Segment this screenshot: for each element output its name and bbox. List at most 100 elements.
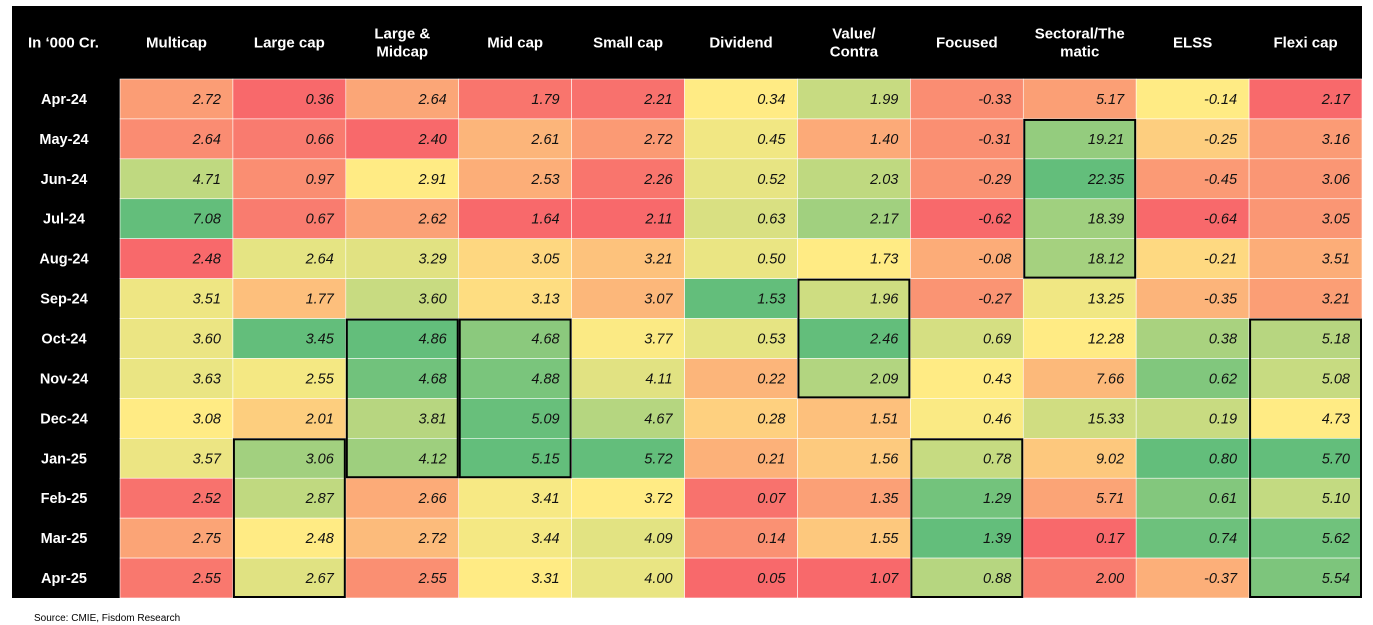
cell-8-2 [345, 398, 460, 439]
cell-value-1-5: 0.45 [757, 132, 786, 148]
cell-value-8-4: 4.67 [644, 411, 673, 427]
cell-4-0 [119, 238, 234, 279]
cell-value-6-6: 2.46 [869, 332, 899, 348]
cell-value-5-7: -0.27 [978, 292, 1012, 308]
cell-6-10 [1248, 318, 1362, 359]
cell-value-1-10: 3.16 [1322, 132, 1351, 148]
cell-value-3-0: 7.08 [193, 212, 221, 228]
cell-value-11-0: 2.75 [192, 531, 222, 547]
cell-value-3-4: 2.11 [644, 212, 672, 228]
cell-value-8-2: 3.81 [418, 411, 446, 427]
cell-12-6 [797, 557, 911, 598]
cell-3-8 [1022, 198, 1137, 239]
cell-value-9-7: 0.78 [983, 451, 1011, 467]
cell-value-0-7: -0.33 [978, 92, 1011, 108]
row-label-12: Apr-25 [41, 571, 87, 587]
cell-value-9-10: 5.70 [1322, 451, 1350, 467]
cell-7-7 [910, 358, 1024, 399]
cell-2-4 [571, 158, 685, 200]
cell-value-5-5: 1.53 [757, 292, 785, 308]
cell-value-11-3: 3.44 [531, 531, 559, 547]
column-header-8: Sectoral/The matic [1035, 26, 1125, 61]
cell-12-3 [458, 557, 572, 598]
cell-2-7 [910, 158, 1024, 200]
cell-value-3-2: 2.62 [417, 212, 446, 228]
cell-2-2 [345, 158, 460, 200]
cell-value-11-9: 0.74 [1209, 531, 1237, 547]
cell-value-4-0: 2.48 [192, 252, 221, 268]
heatmap-table: In ‘000 Cr. Multicap Large cap Large & Midca… [12, 6, 1362, 598]
cell-value-9-6: 1.56 [870, 451, 899, 467]
cell-12-0 [119, 557, 234, 598]
cell-value-9-8: 9.02 [1096, 451, 1124, 467]
cell-8-1 [232, 398, 347, 439]
cell-value-9-2: 4.12 [418, 451, 446, 467]
cell-7-6 [797, 358, 911, 399]
cell-7-3 [458, 358, 572, 399]
cell-8-7 [910, 398, 1024, 439]
cell-value-10-0: 2.52 [192, 491, 221, 507]
cell-value-9-0: 3.57 [193, 451, 222, 467]
cell-value-1-1: 0.66 [306, 132, 335, 148]
cell-3-1 [232, 198, 347, 239]
cell-value-10-4: 3.72 [644, 491, 672, 507]
cell-8-6 [797, 398, 911, 439]
cell-value-7-1: 2.55 [305, 371, 335, 387]
cell-7-8 [1022, 358, 1137, 399]
cell-value-1-8: 19.21 [1088, 132, 1124, 148]
cell-value-11-7: 1.39 [983, 531, 1011, 547]
cell-value-10-10: 5.10 [1322, 491, 1350, 507]
cell-value-3-7: -0.62 [978, 212, 1011, 228]
cell-value-0-6: 1.99 [870, 92, 898, 108]
row-label-7: Nov-24 [40, 371, 88, 387]
row-label-3: Jul-24 [43, 212, 85, 228]
cell-1-2 [345, 118, 460, 160]
cell-value-12-6: 1.07 [870, 571, 899, 587]
cell-value-5-4: 3.07 [644, 292, 673, 308]
cell-10-8 [1022, 477, 1137, 519]
cell-10-10 [1248, 477, 1362, 519]
row-label-9: Jan-25 [41, 451, 87, 467]
cell-value-2-7: -0.29 [978, 172, 1011, 188]
cell-value-10-2: 2.66 [417, 491, 447, 507]
cell-value-8-1: 2.01 [305, 411, 334, 427]
cell-value-4-9: -0.21 [1204, 252, 1237, 268]
cell-2-10 [1248, 158, 1362, 200]
row-label-4: Aug-24 [39, 252, 88, 268]
cell-value-6-2: 4.86 [418, 332, 447, 348]
cell-value-12-10: 5.54 [1322, 571, 1350, 587]
cell-value-1-4: 2.72 [643, 132, 672, 148]
cell-value-4-1: 2.64 [305, 252, 334, 268]
cell-10-3 [458, 477, 572, 519]
column-header-2: Large & Midcap [374, 26, 430, 61]
cell-value-4-6: 1.73 [870, 252, 898, 268]
cell-5-9 [1135, 278, 1250, 319]
cell-value-11-5: 0.14 [757, 531, 785, 547]
cell-7-2 [345, 358, 460, 399]
cell-value-0-1: 0.36 [306, 92, 335, 108]
cell-12-9 [1135, 557, 1250, 598]
cell-value-10-6: 1.35 [870, 491, 899, 507]
highlight-box-5 [1023, 118, 1137, 279]
highlight-box-3 [797, 278, 911, 399]
cell-11-9 [1135, 517, 1250, 559]
cell-value-4-7: -0.08 [978, 252, 1011, 268]
cell-value-10-1: 2.87 [305, 491, 335, 507]
highlight-box-0 [232, 438, 346, 598]
cell-4-7 [910, 238, 1024, 279]
cell-value-7-6: 2.09 [869, 371, 898, 387]
cell-9-0 [119, 438, 234, 479]
cell-value-12-5: 0.05 [757, 571, 786, 587]
cell-value-0-0: 2.72 [192, 92, 221, 108]
cell-12-5 [684, 557, 798, 598]
cell-value-11-8: 0.17 [1096, 531, 1125, 547]
cell-7-4 [571, 358, 685, 399]
cell-3-6 [797, 198, 911, 239]
cell-value-2-3: 2.53 [530, 172, 559, 188]
row-label-0: Apr-24 [41, 92, 87, 108]
cell-10-9 [1135, 477, 1250, 519]
cell-value-1-9: -0.25 [1204, 132, 1238, 148]
cell-5-0 [119, 278, 234, 319]
cell-value-2-10: 3.06 [1322, 172, 1351, 188]
row-label-5: Sep-24 [40, 292, 88, 308]
